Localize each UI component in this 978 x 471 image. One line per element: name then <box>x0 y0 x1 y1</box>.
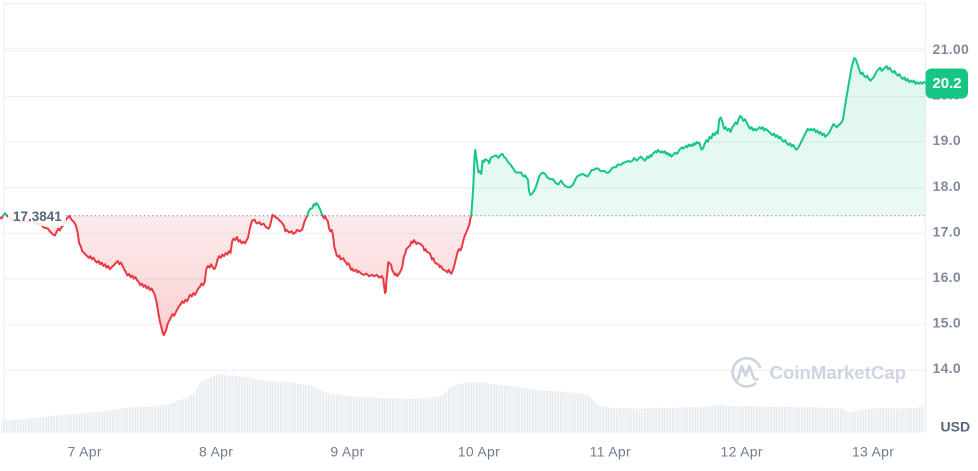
svg-text:CoinMarketCap: CoinMarketCap <box>770 362 907 383</box>
svg-text:21.00: 21.00 <box>933 41 970 57</box>
svg-text:20.2: 20.2 <box>932 75 961 92</box>
svg-text:14.0: 14.0 <box>933 360 961 376</box>
svg-text:USD: USD <box>941 419 971 435</box>
svg-text:11 Apr: 11 Apr <box>590 443 631 459</box>
svg-text:9 Apr: 9 Apr <box>330 443 364 459</box>
svg-text:12 Apr: 12 Apr <box>721 443 763 459</box>
svg-text:17.3841: 17.3841 <box>13 209 62 224</box>
svg-text:17.0: 17.0 <box>933 223 961 239</box>
svg-text:13 Apr: 13 Apr <box>852 443 894 459</box>
svg-text:16.0: 16.0 <box>933 269 961 285</box>
svg-text:8 Apr: 8 Apr <box>199 443 233 459</box>
svg-text:10 Apr: 10 Apr <box>458 443 500 459</box>
svg-text:15.0: 15.0 <box>933 315 961 331</box>
svg-text:19.0: 19.0 <box>933 132 961 148</box>
svg-text:18.0: 18.0 <box>933 178 961 194</box>
svg-text:7 Apr: 7 Apr <box>68 443 102 459</box>
